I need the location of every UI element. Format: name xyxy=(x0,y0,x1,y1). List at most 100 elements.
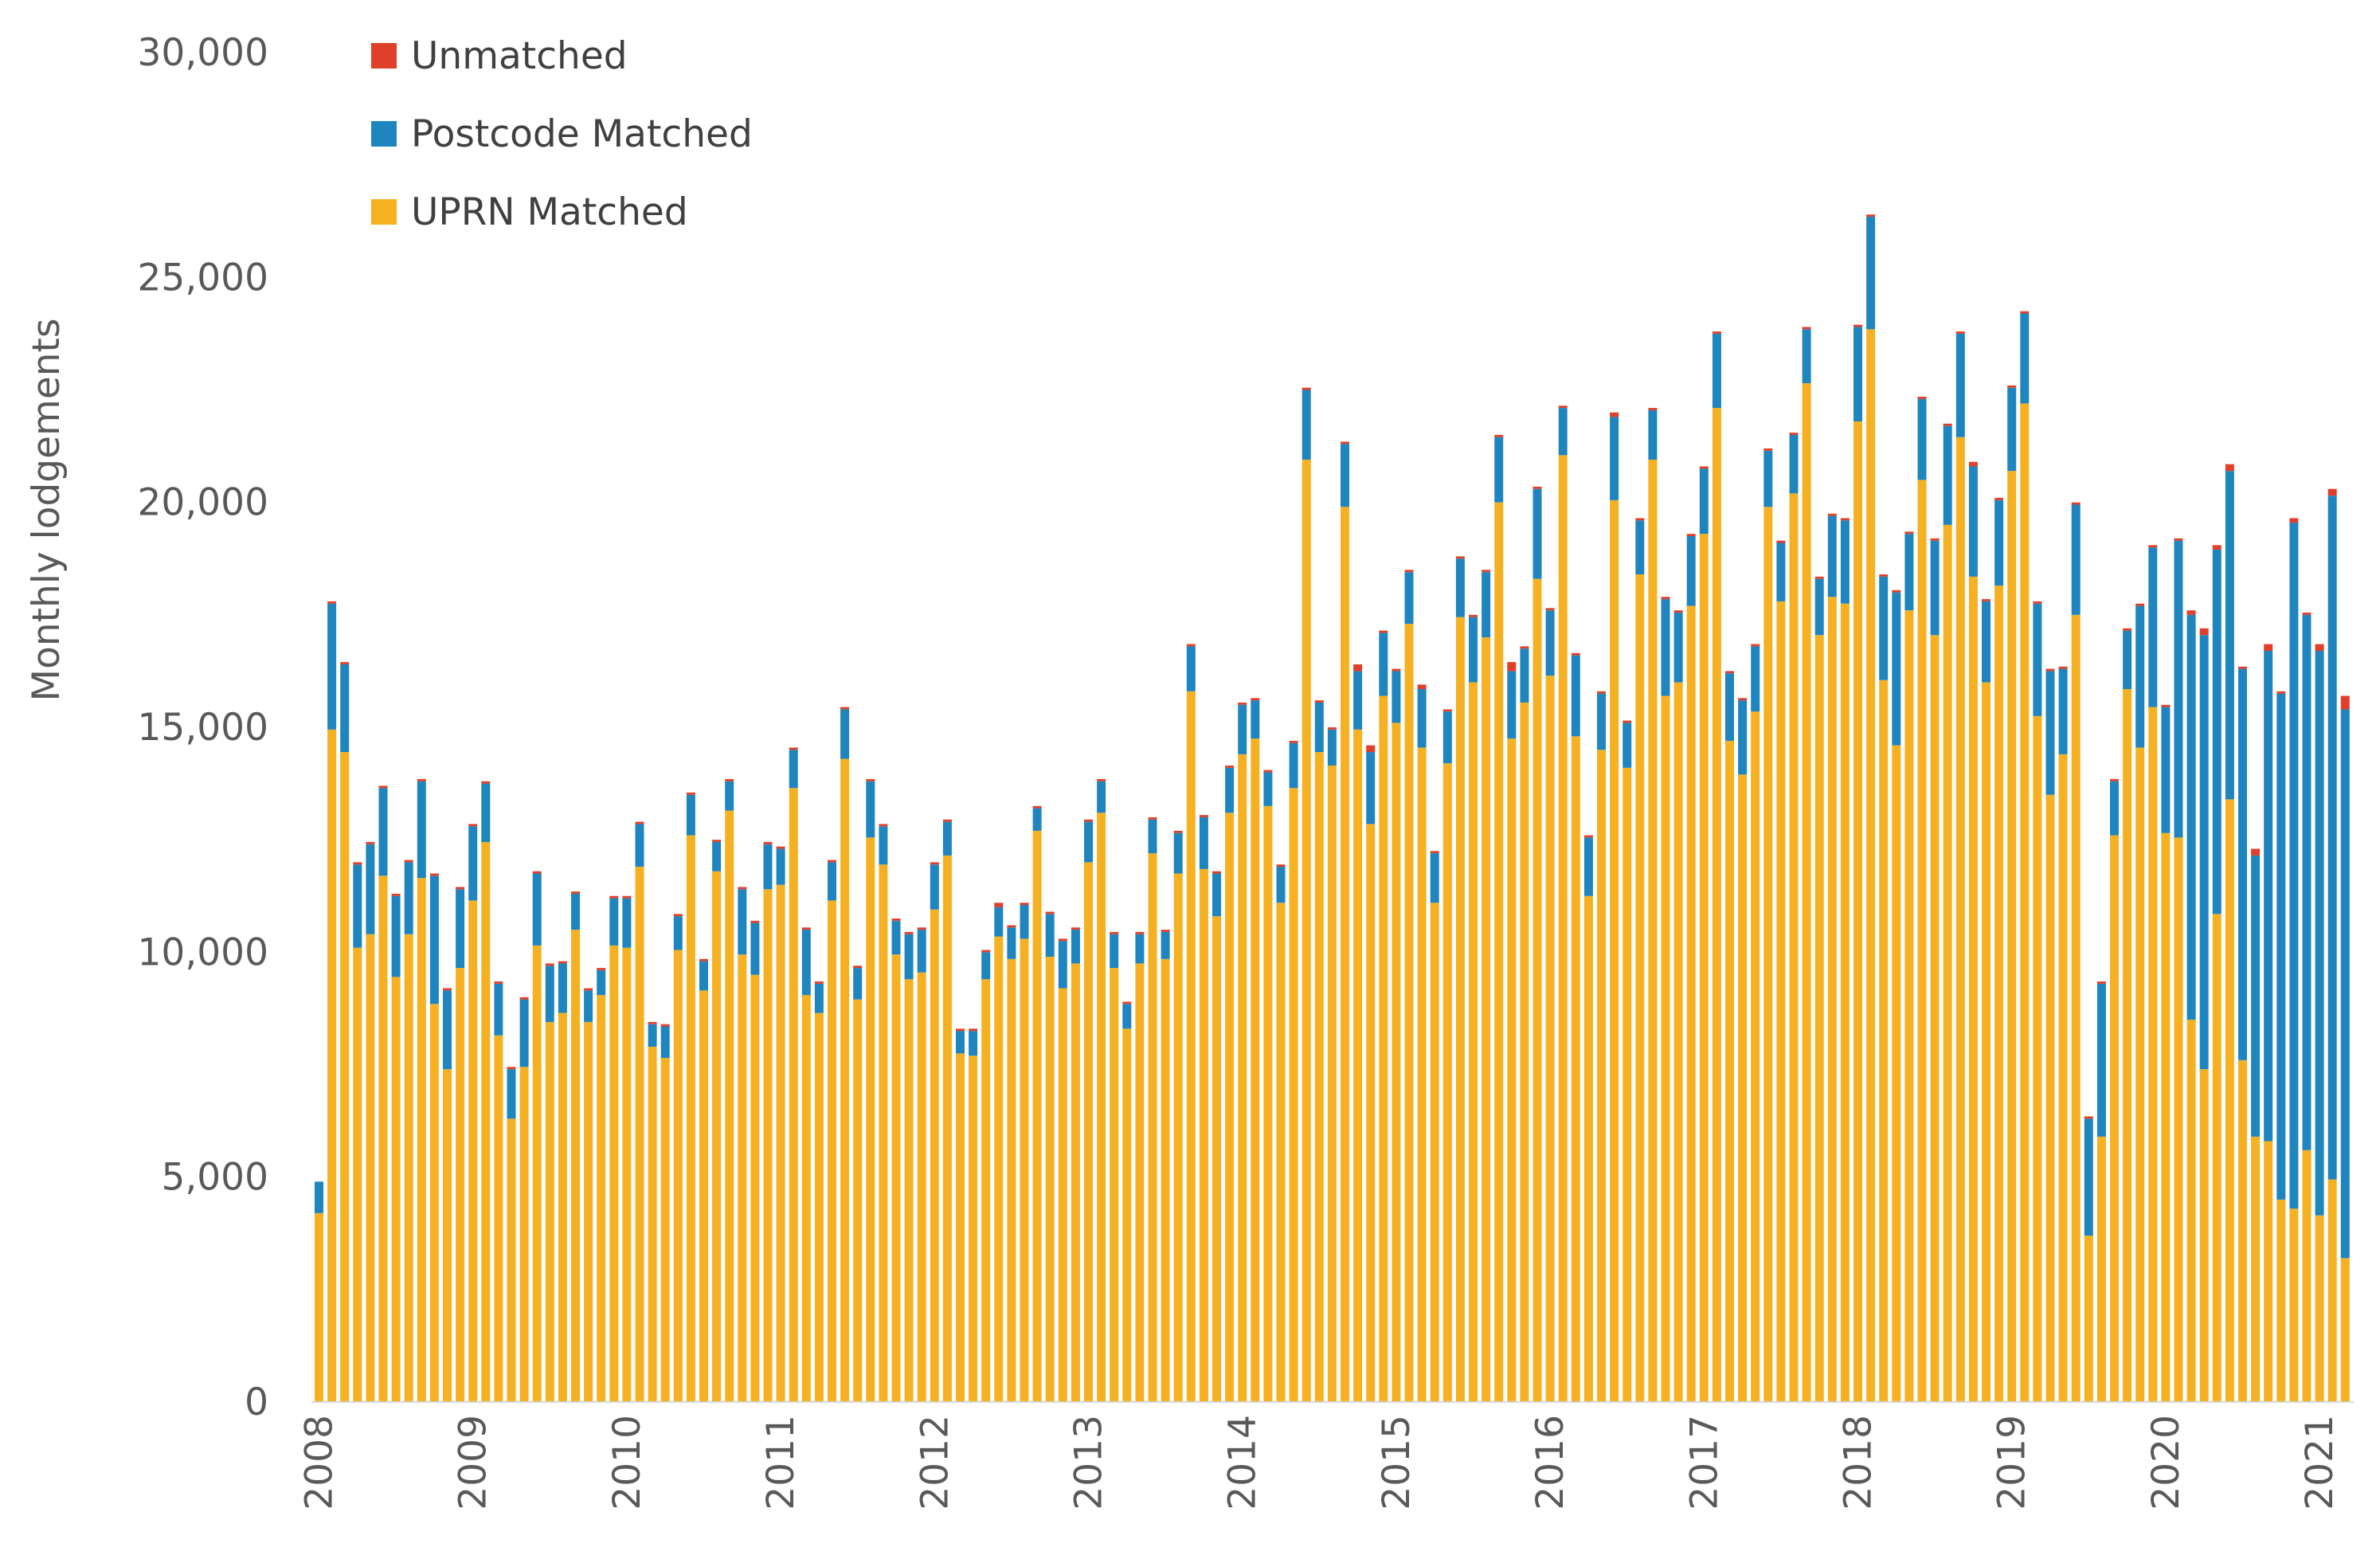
uprn-matched-segment xyxy=(853,999,863,1402)
postcode-matched-segment xyxy=(2327,496,2337,1180)
month-bar xyxy=(378,785,388,1402)
unmatched-segment xyxy=(1097,778,1106,781)
month-bar xyxy=(942,819,952,1402)
unmatched-segment xyxy=(1545,608,1555,611)
postcode-matched-segment xyxy=(1751,646,1760,712)
unmatched-segment xyxy=(891,918,901,921)
x-tick-label: 2009 xyxy=(452,1415,495,1510)
postcode-matched-segment xyxy=(994,907,1004,937)
unmatched-segment xyxy=(1020,903,1029,906)
postcode-matched-segment xyxy=(2225,471,2234,800)
unmatched-segment xyxy=(853,966,863,969)
unmatched-segment xyxy=(1122,1001,1132,1005)
uprn-matched-segment xyxy=(891,954,901,1402)
uprn-matched-segment xyxy=(558,1013,567,1402)
postcode-matched-segment xyxy=(1879,576,1889,680)
unmatched-segment xyxy=(1161,930,1170,932)
month-bar xyxy=(558,961,567,1402)
uprn-matched-segment xyxy=(1327,765,1337,1402)
unmatched-segment xyxy=(776,846,785,849)
unmatched-segment xyxy=(1417,684,1427,690)
unmatched-segment xyxy=(1341,441,1349,445)
month-bar xyxy=(1392,668,1401,1402)
unmatched-segment xyxy=(840,707,850,710)
uprn-matched-segment xyxy=(1417,747,1427,1402)
month-bar xyxy=(456,887,465,1402)
uprn-matched-segment xyxy=(1686,605,1696,1402)
month-bar xyxy=(1379,630,1388,1402)
month-bar xyxy=(814,981,824,1402)
month-bar xyxy=(1738,698,1748,1402)
postcode-matched-segment xyxy=(1289,742,1298,789)
uprn-matched-segment xyxy=(1469,682,1478,1402)
postcode-matched-segment xyxy=(1982,601,1991,683)
postcode-matched-segment xyxy=(840,709,850,759)
x-tick-label: 2013 xyxy=(1067,1415,1111,1510)
postcode-matched-segment xyxy=(1814,578,1824,636)
month-bar xyxy=(828,860,836,1402)
postcode-matched-segment xyxy=(725,781,734,811)
month-bar xyxy=(1699,466,1709,1402)
month-bar xyxy=(1007,925,1016,1402)
uprn-matched-segment xyxy=(1520,702,1529,1402)
postcode-matched-segment xyxy=(1469,617,1478,683)
uprn-matched-segment xyxy=(1186,691,1196,1402)
unmatched-segment xyxy=(622,895,632,899)
y-tick-label: 5,000 xyxy=(161,1156,268,1200)
legend-swatch xyxy=(371,121,397,147)
unmatched-segment xyxy=(956,1028,965,1032)
postcode-matched-segment xyxy=(942,821,952,856)
postcode-matched-segment xyxy=(2058,668,2068,754)
postcode-matched-segment xyxy=(1302,390,1311,460)
uprn-matched-segment xyxy=(443,1069,452,1402)
postcode-matched-segment xyxy=(2123,630,2132,690)
postcode-matched-segment xyxy=(1623,723,1632,768)
uprn-matched-segment xyxy=(1032,830,1042,1402)
postcode-matched-segment xyxy=(2135,605,2145,748)
postcode-matched-segment xyxy=(2045,671,2055,795)
uprn-matched-segment xyxy=(2199,1069,2209,1402)
month-bar xyxy=(468,824,478,1402)
month-bar xyxy=(1097,778,1106,1402)
postcode-matched-segment xyxy=(648,1024,657,1047)
uprn-matched-segment xyxy=(648,1046,657,1402)
unmatched-segment xyxy=(1571,652,1580,656)
month-bar xyxy=(1482,570,1491,1402)
postcode-matched-segment xyxy=(1045,914,1055,957)
uprn-matched-segment xyxy=(1597,750,1606,1402)
unmatched-segment xyxy=(738,887,747,890)
postcode-matched-segment xyxy=(519,999,529,1067)
postcode-matched-segment xyxy=(1122,1004,1132,1029)
postcode-matched-segment xyxy=(789,750,798,789)
postcode-matched-segment xyxy=(1238,704,1247,754)
postcode-matched-segment xyxy=(1648,409,1658,460)
month-bar xyxy=(1686,534,1696,1402)
postcode-matched-segment xyxy=(738,889,747,955)
postcode-matched-segment xyxy=(814,983,824,1013)
uprn-matched-segment xyxy=(1212,916,1221,1402)
y-tick-label: 0 xyxy=(245,1381,268,1424)
postcode-matched-segment xyxy=(2033,603,2042,716)
postcode-matched-segment xyxy=(1955,333,1965,437)
postcode-matched-segment xyxy=(391,895,401,977)
uprn-matched-segment xyxy=(1161,958,1170,1402)
month-bar xyxy=(712,840,722,1402)
uprn-matched-segment xyxy=(1789,493,1799,1403)
unmatched-segment xyxy=(1892,590,1901,593)
unmatched-segment xyxy=(417,778,426,781)
y-tick-label: 30,000 xyxy=(138,31,268,75)
month-bar xyxy=(2045,668,2055,1402)
unmatched-segment xyxy=(1032,805,1042,809)
postcode-matched-segment xyxy=(1276,867,1286,903)
uprn-matched-segment xyxy=(481,841,491,1402)
uprn-matched-segment xyxy=(1097,813,1106,1402)
uprn-matched-segment xyxy=(2212,914,2221,1402)
unmatched-segment xyxy=(1699,466,1709,469)
uprn-matched-segment xyxy=(1712,408,1721,1402)
month-bar xyxy=(1494,434,1504,1402)
month-bar xyxy=(750,920,760,1402)
month-bar xyxy=(1533,486,1542,1403)
uprn-matched-segment xyxy=(1571,736,1580,1402)
unmatched-segment xyxy=(2135,603,2145,606)
unmatched-segment xyxy=(1379,630,1388,633)
